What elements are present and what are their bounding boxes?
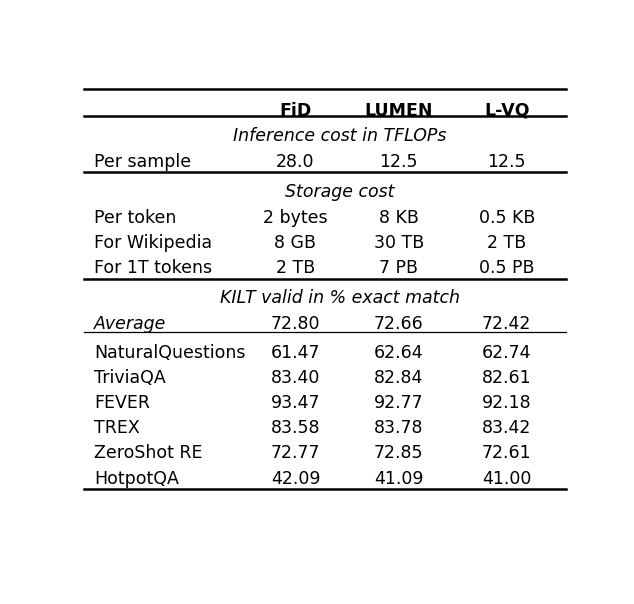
Text: LUMEN: LUMEN xyxy=(365,102,433,120)
Text: 8 GB: 8 GB xyxy=(275,234,316,252)
Text: Inference cost in TFLOPs: Inference cost in TFLOPs xyxy=(233,127,446,145)
Text: KILT valid in % exact match: KILT valid in % exact match xyxy=(219,289,460,307)
Text: 2 bytes: 2 bytes xyxy=(263,209,328,227)
Text: 92.77: 92.77 xyxy=(374,394,424,413)
Text: 82.61: 82.61 xyxy=(482,369,531,387)
Text: 7 PB: 7 PB xyxy=(379,259,418,277)
Text: 2 TB: 2 TB xyxy=(487,234,526,252)
Text: 12.5: 12.5 xyxy=(488,153,526,171)
Text: NaturalQuestions: NaturalQuestions xyxy=(94,344,245,362)
Text: 28.0: 28.0 xyxy=(276,153,314,171)
Text: 72.85: 72.85 xyxy=(374,445,424,463)
Text: 42.09: 42.09 xyxy=(271,469,320,487)
Text: 83.40: 83.40 xyxy=(271,369,320,387)
Text: L-VQ: L-VQ xyxy=(484,102,529,120)
Text: TriviaQA: TriviaQA xyxy=(94,369,165,387)
Text: Average: Average xyxy=(94,315,166,333)
Text: Per sample: Per sample xyxy=(94,153,191,171)
Text: TREX: TREX xyxy=(94,419,139,437)
Text: 0.5 PB: 0.5 PB xyxy=(479,259,534,277)
Text: 72.66: 72.66 xyxy=(374,315,424,333)
Text: 8 KB: 8 KB xyxy=(378,209,418,227)
Text: 61.47: 61.47 xyxy=(271,344,320,362)
Text: 72.77: 72.77 xyxy=(271,445,320,463)
Text: 62.74: 62.74 xyxy=(482,344,531,362)
Text: 72.42: 72.42 xyxy=(482,315,531,333)
Text: 83.78: 83.78 xyxy=(374,419,424,437)
Text: 92.18: 92.18 xyxy=(482,394,531,413)
Text: 62.64: 62.64 xyxy=(374,344,424,362)
Text: 72.61: 72.61 xyxy=(482,445,531,463)
Text: 0.5 KB: 0.5 KB xyxy=(479,209,535,227)
Text: 41.09: 41.09 xyxy=(374,469,424,487)
Text: 93.47: 93.47 xyxy=(271,394,320,413)
Text: Storage cost: Storage cost xyxy=(285,183,394,201)
Text: 2 TB: 2 TB xyxy=(276,259,315,277)
Text: FiD: FiD xyxy=(280,102,311,120)
Text: 72.80: 72.80 xyxy=(271,315,320,333)
Text: ZeroShot RE: ZeroShot RE xyxy=(94,445,202,463)
Text: For 1T tokens: For 1T tokens xyxy=(94,259,212,277)
Text: 41.00: 41.00 xyxy=(482,469,531,487)
Text: HotpotQA: HotpotQA xyxy=(94,469,179,487)
Text: FEVER: FEVER xyxy=(94,394,150,413)
Text: 30 TB: 30 TB xyxy=(373,234,424,252)
Text: 82.84: 82.84 xyxy=(374,369,424,387)
Text: 83.58: 83.58 xyxy=(271,419,320,437)
Text: For Wikipedia: For Wikipedia xyxy=(94,234,212,252)
Text: 83.42: 83.42 xyxy=(482,419,531,437)
Text: 12.5: 12.5 xyxy=(379,153,418,171)
Text: Per token: Per token xyxy=(94,209,176,227)
